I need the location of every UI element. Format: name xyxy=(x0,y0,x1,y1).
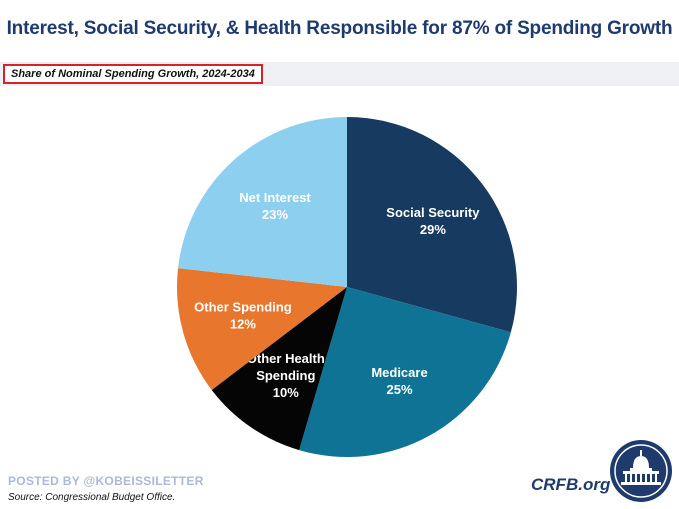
pie-slice-name: Other Health xyxy=(247,351,325,366)
source-note: Source: Congressional Budget Office. xyxy=(8,492,176,503)
capitol-building-icon xyxy=(610,440,672,502)
chart-title: Interest, Social Security, & Health Resp… xyxy=(6,18,673,39)
pie-slice-value: 10% xyxy=(273,385,299,400)
pie-slice-name: Social Security xyxy=(386,205,480,220)
pie-slice-label: Other Health Spending 10% xyxy=(247,351,325,400)
pie-slice-label: Medicare 25% xyxy=(371,365,427,397)
pie-slice-name: Medicare xyxy=(371,365,427,380)
pie-slice-label: Net Interest 23% xyxy=(239,190,311,222)
pie-slice-value: 25% xyxy=(386,382,412,397)
pie-slice-name: Other Spending xyxy=(194,299,292,314)
pie-slice xyxy=(178,117,347,287)
pie-slice-name: Spending xyxy=(256,368,315,383)
brand-link[interactable]: CRFB.org xyxy=(531,475,611,494)
pie-slice-value: 23% xyxy=(262,207,288,222)
pie-slice-value: 12% xyxy=(230,316,256,331)
pie-slice-label: Social Security 29% xyxy=(386,205,480,237)
pie-slice-name: Net Interest xyxy=(239,190,311,205)
pie-slice-value: 29% xyxy=(420,222,446,237)
pie-slice-label: Other Spending 12% xyxy=(194,299,292,331)
chart-subtitle: Share of Nominal Spending Growth, 2024-2… xyxy=(3,64,263,84)
pie-slice xyxy=(299,287,511,457)
pie-slice xyxy=(347,117,517,333)
pie-slice xyxy=(211,287,347,451)
watermark-text: POSTED BY @KOBEISSILETTER xyxy=(8,474,204,488)
pie-slice xyxy=(177,268,347,390)
